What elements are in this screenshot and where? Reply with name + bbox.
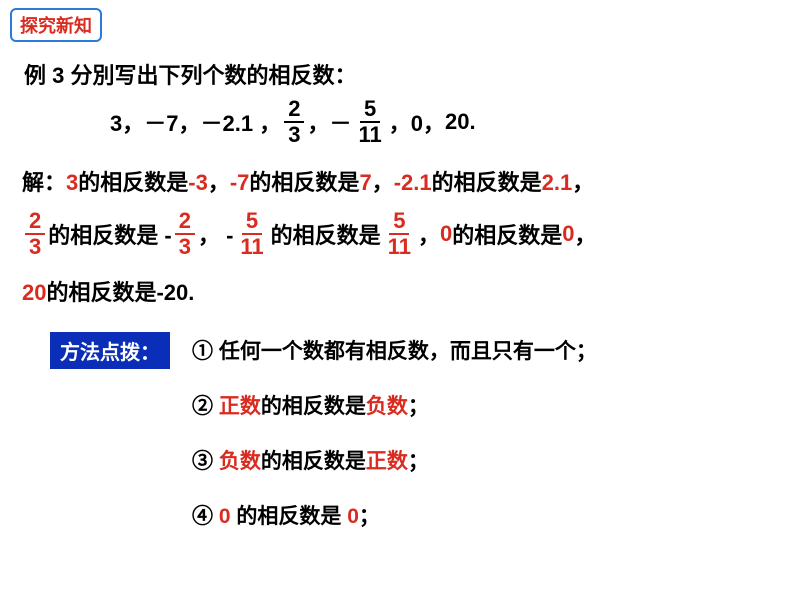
text: 的相反数是 [261, 450, 366, 473]
separator: ，－ [307, 106, 351, 138]
text: 的相反数是 [261, 395, 366, 418]
separator: ，0， [389, 106, 445, 138]
num-item: －2.1 ， [201, 106, 282, 138]
text: 的相反数是 [452, 218, 562, 250]
num-item: －7， [144, 106, 200, 138]
text: 的相反数是 - [48, 218, 171, 250]
solution-line-3: 20的相反数是-20. [22, 275, 194, 307]
fraction-denominator: 11 [236, 235, 267, 258]
solution-line-1: 解：3的相反数是-3，-7的相反数是7，-2.1的相反数是2.1， [22, 165, 594, 197]
text: ② [192, 395, 219, 418]
fraction-numerator: 5 [242, 210, 262, 235]
text: 的相反数是 [432, 170, 542, 195]
solution-prefix: 解： [22, 170, 66, 195]
highlight: 负数 [219, 450, 261, 473]
text: 的相反数是 [271, 218, 381, 250]
fraction-numerator: 5 [360, 98, 380, 123]
val: 3 [66, 170, 78, 195]
val: -2.1 [394, 170, 432, 195]
highlight: 0 [347, 505, 359, 528]
val: -3 [188, 170, 208, 195]
fraction: 2 3 [175, 210, 195, 258]
fraction: 2 3 [25, 210, 45, 258]
val: -7 [230, 170, 250, 195]
separator: ， - [198, 218, 233, 250]
text: 的相反数是 [78, 170, 188, 195]
val: 7 [359, 170, 371, 195]
fraction: 5 11 [384, 210, 415, 258]
fraction: 5 11 [236, 210, 267, 258]
num-item: 3， [110, 106, 144, 138]
text: 的相反数是 [249, 170, 359, 195]
val: 2.1 [542, 170, 573, 195]
tip-2: ② 正数的相反数是负数； [192, 390, 429, 420]
highlight: 0 [219, 505, 231, 528]
text: ； [408, 395, 429, 418]
val: 20 [22, 280, 46, 305]
tip-1: ① 任何一个数都有相反数，而且只有一个； [192, 335, 597, 365]
val: 0 [440, 221, 452, 247]
fraction: 5 11 [354, 98, 385, 146]
fraction-numerator: 2 [25, 210, 45, 235]
section-badge: 探究新知 [10, 8, 102, 42]
fraction-numerator: 2 [284, 98, 304, 123]
text: ③ [192, 450, 219, 473]
num-item: 20. [445, 109, 476, 135]
example-number-list: 3， －7， －2.1 ， 2 3 ，－ 5 11 ，0， 20. [110, 98, 476, 146]
val: 0 [562, 221, 574, 247]
fraction: 2 3 [284, 98, 304, 146]
fraction-denominator: 11 [384, 235, 415, 258]
tip-4: ④ 0 的相反数是 0； [192, 500, 380, 530]
text: 的相反数是 [231, 505, 348, 528]
tips-label: 方法点拨： [50, 332, 170, 369]
comma: ， [208, 170, 230, 195]
fraction-denominator: 3 [25, 235, 45, 258]
comma: ， [372, 170, 394, 195]
fraction-numerator: 2 [175, 210, 195, 235]
tip-3: ③ 负数的相反数是正数； [192, 445, 429, 475]
highlight: 负数 [366, 395, 408, 418]
text: ； [359, 505, 380, 528]
text: ； [408, 450, 429, 473]
fraction-denominator: 11 [354, 123, 385, 146]
fraction-denominator: 3 [175, 235, 195, 258]
solution-line-2: 2 3 的相反数是 - 2 3 ， - 5 11 的相反数是 5 11 ， 0 … [22, 210, 597, 258]
text: ④ [192, 505, 219, 528]
fraction-numerator: 5 [389, 210, 409, 235]
fraction-denominator: 3 [284, 123, 304, 146]
highlight: 正数 [219, 395, 261, 418]
highlight: 正数 [366, 450, 408, 473]
text: 的相反数是-20. [46, 280, 194, 305]
example-title: 例 3 分別写出下列个数的相反数： [24, 58, 356, 90]
comma: ， [572, 170, 594, 195]
comma: ， [574, 218, 596, 250]
separator: ， [418, 218, 440, 250]
